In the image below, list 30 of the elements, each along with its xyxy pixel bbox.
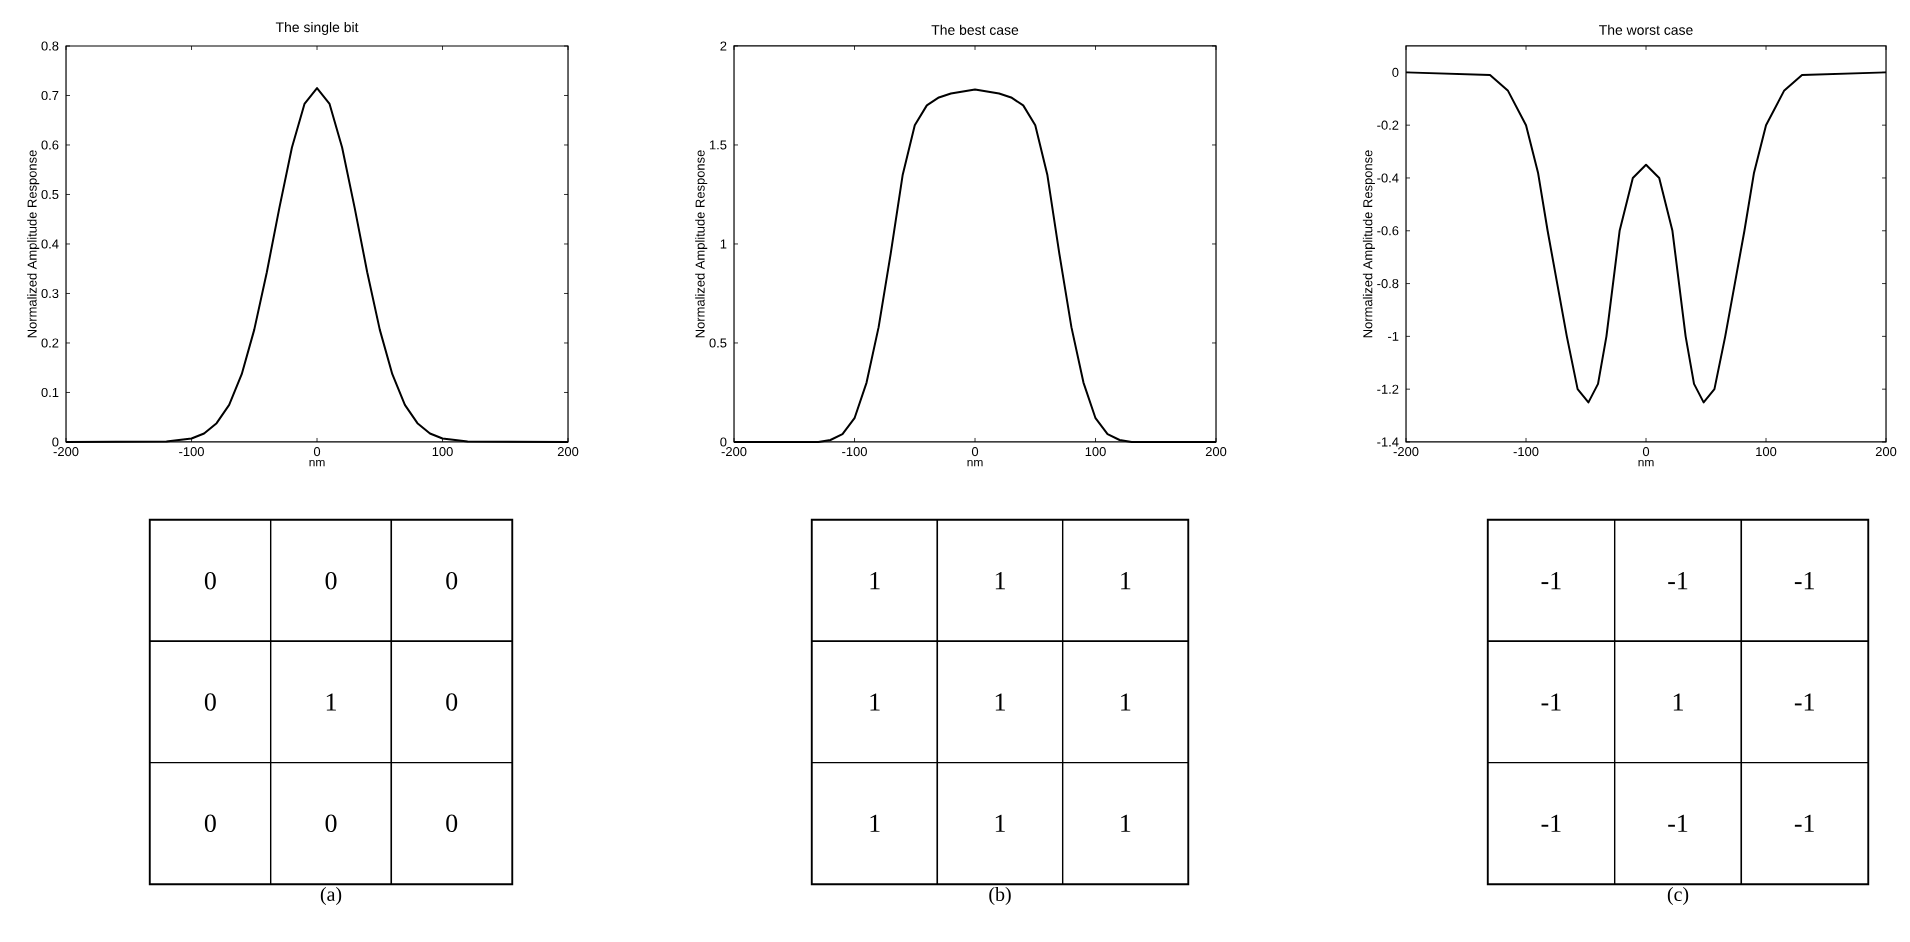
- text: 0: [446, 571, 458, 590]
- text: -1: [1668, 572, 1688, 590]
- text: 1: [1121, 814, 1131, 832]
- text: (c): [1667, 887, 1689, 906]
- text: -1: [1541, 693, 1561, 711]
- text: -1: [1541, 814, 1561, 832]
- text: -1: [1668, 814, 1688, 832]
- text: 0: [204, 693, 216, 711]
- text: 0: [325, 571, 337, 590]
- text: 1: [870, 693, 880, 711]
- text: 1: [995, 572, 1005, 590]
- text: 0: [446, 814, 458, 833]
- text: 0: [325, 814, 337, 833]
- text: 0: [446, 693, 458, 711]
- text: 1: [870, 814, 880, 832]
- text: 1: [1121, 693, 1131, 711]
- text: -1: [1794, 572, 1814, 590]
- text: 0: [204, 814, 216, 833]
- text: 1: [326, 693, 336, 711]
- text: -1: [1541, 572, 1561, 590]
- text: -1: [1794, 693, 1814, 711]
- text: (a): [320, 887, 342, 906]
- text: (b): [989, 887, 1011, 906]
- text: 1: [995, 814, 1005, 832]
- text: 1: [1121, 572, 1131, 590]
- text: -1: [1794, 814, 1814, 832]
- text: 1: [995, 693, 1005, 711]
- text: 1: [1673, 693, 1683, 711]
- text: 0: [204, 571, 216, 590]
- text: 1: [870, 572, 880, 590]
